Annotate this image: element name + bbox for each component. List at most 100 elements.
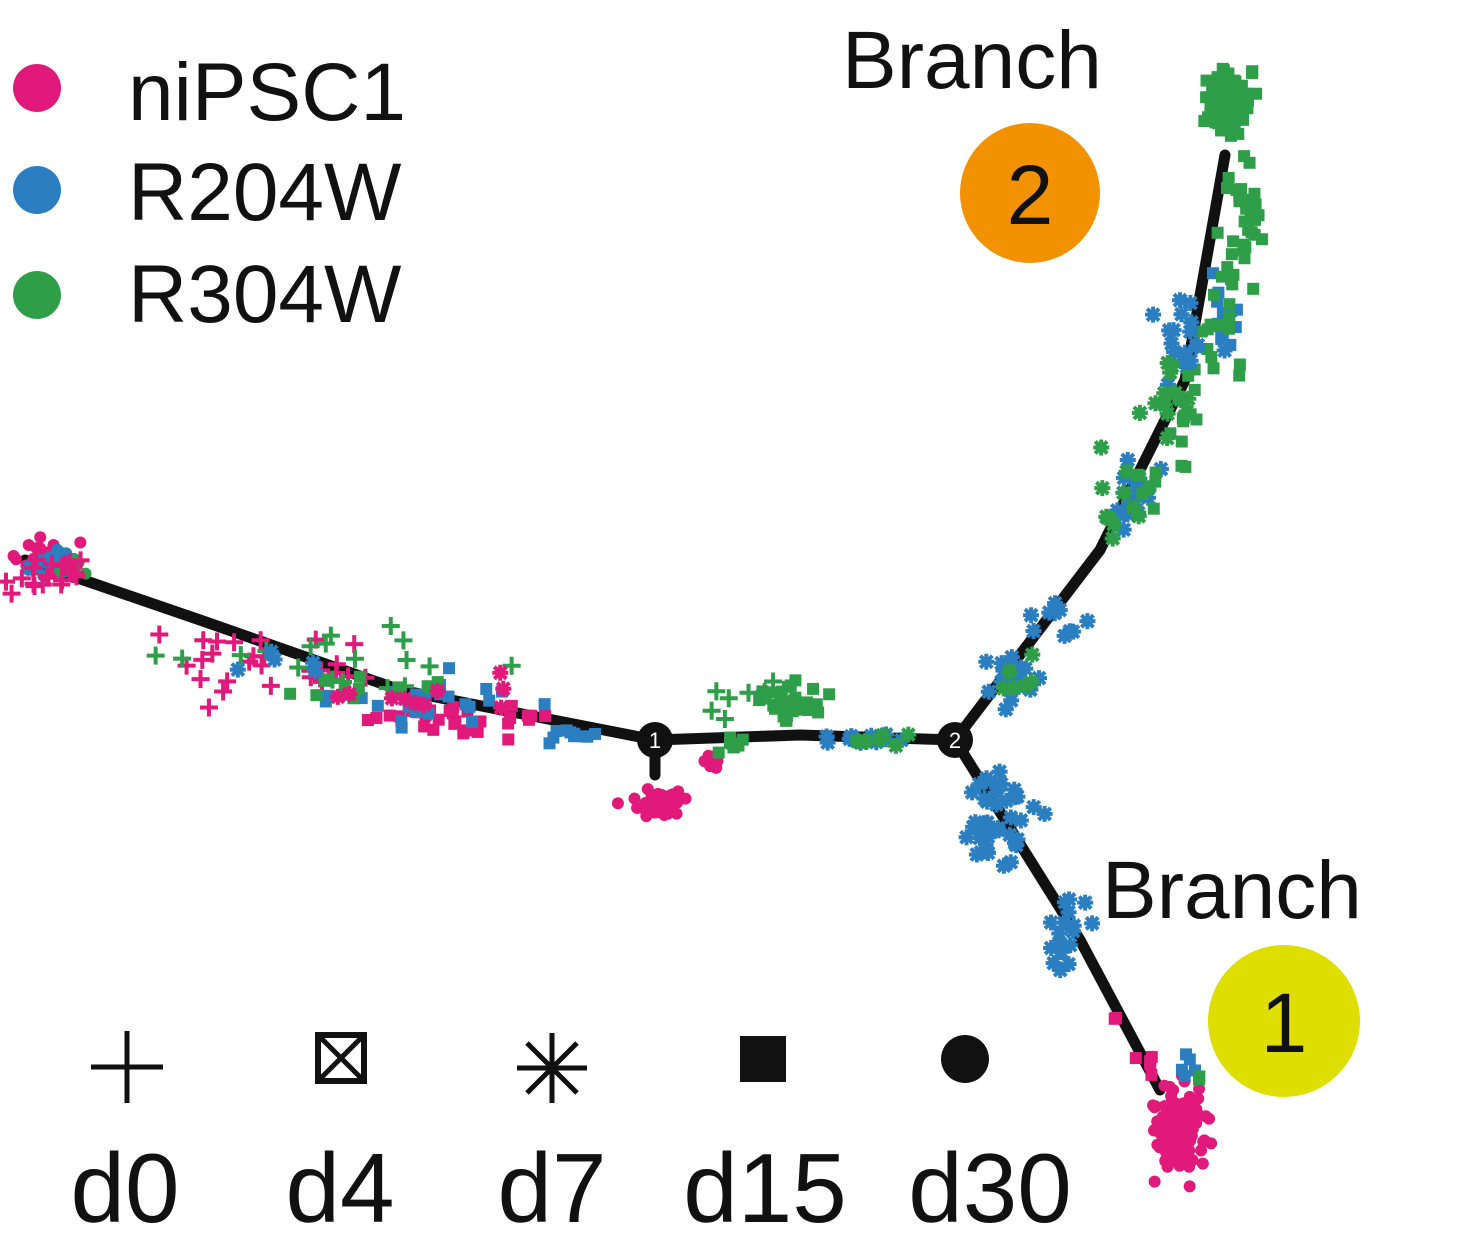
point-r304w-asterisk [1147, 395, 1164, 412]
point-r304w-asterisk [1130, 508, 1147, 525]
point-nipsc1-plus [53, 571, 72, 590]
point-r304w-square [823, 688, 836, 701]
shape-legend-label-d30: d30 [908, 1133, 1072, 1243]
point-r304w-square [1195, 325, 1208, 338]
point-r304w-square [1222, 171, 1235, 184]
legend-dot-nipsc1 [13, 64, 61, 112]
point-r204w-asterisk [1189, 337, 1206, 354]
point-r304w-square [1164, 427, 1177, 440]
point-r204w-asterisk [818, 728, 835, 745]
branch-2-text: Branch [842, 15, 1102, 106]
point-r304w-square [1176, 412, 1189, 425]
point-r204w-asterisk [1109, 502, 1126, 519]
shape-legend-label-d0: d0 [70, 1133, 179, 1243]
point-r204w-asterisk [1008, 837, 1025, 854]
point-r304w-asterisk [1156, 385, 1173, 402]
point-r204w-asterisk [991, 763, 1008, 780]
point-r304w-square [1247, 282, 1260, 295]
point-nipsc1-asterisk [406, 694, 423, 711]
point-r204w-asterisk [995, 857, 1012, 874]
point-nipsc1-circle [1172, 1116, 1185, 1129]
point-r304w-square [1179, 460, 1192, 473]
point-r304w-plus [381, 617, 400, 636]
point-nipsc1-circle [1183, 1144, 1196, 1157]
point-r304w-plus [289, 658, 308, 677]
point-r304w-square [1131, 468, 1144, 481]
point-r204w-asterisk [1163, 335, 1180, 352]
point-r204w-asterisk [993, 673, 1010, 690]
point-r204w-asterisk [1051, 925, 1068, 942]
point-r304w-asterisk [1116, 484, 1133, 501]
point-r204w-asterisk [964, 784, 981, 801]
point-r204w-asterisk [1216, 342, 1233, 359]
point-nipsc1-square [502, 733, 515, 746]
point-r304w-asterisk [1118, 463, 1135, 480]
point-nipsc1-plus [12, 569, 31, 588]
point-r204w-asterisk [1031, 670, 1048, 687]
point-r204w-square [564, 726, 577, 739]
point-r304w-square [1240, 202, 1253, 215]
point-r304w-plus [702, 701, 721, 720]
point-r304w-square [1227, 268, 1240, 281]
point-nipsc1-circle [611, 797, 624, 810]
point-r304w-square [1231, 90, 1244, 103]
point-nipsc1-plus [71, 551, 90, 570]
point-r204w-asterisk [1119, 506, 1136, 523]
point-nipsc1-plus [0, 572, 15, 591]
point-r204w-asterisk [1045, 955, 1062, 972]
point-r204w-asterisk [1009, 667, 1026, 684]
point-r304w-square [1223, 298, 1236, 311]
point-r304w-asterisk [887, 737, 904, 754]
point-r304w-square [1223, 311, 1236, 324]
point-r304w-asterisk [849, 733, 866, 750]
point-r304w-plus [739, 683, 758, 702]
point-r304w-square [1222, 322, 1235, 335]
legend-dot-r204w [13, 166, 61, 214]
shape-legend-label-d15: d15 [683, 1133, 847, 1243]
shape-legend: d0 d4 d7 d15 d30 [70, 1031, 1072, 1243]
point-r204w-square [581, 730, 594, 743]
point-r304w-square [1245, 226, 1258, 239]
point-nipsc1-circle [655, 799, 668, 812]
point-r304w-asterisk [1125, 499, 1142, 516]
shape-legend-square-icon [740, 1036, 786, 1082]
point-r304w-asterisk [995, 680, 1012, 697]
point-r304w-asterisk [1180, 390, 1197, 407]
legend-label-r304w: R304W [128, 249, 402, 340]
point-r304w-square [310, 689, 323, 702]
point-r304w-asterisk [1093, 439, 1110, 456]
point-r304w-square [1221, 182, 1234, 195]
point-r204w-asterisk [1127, 484, 1144, 501]
point-r204w-asterisk [997, 701, 1014, 718]
legend-label-nipsc1: niPSC1 [128, 47, 406, 138]
node-2-marker [937, 722, 973, 758]
point-r304w-asterisk [1023, 674, 1040, 691]
point-nipsc1-plus [150, 625, 169, 644]
point-r204w-asterisk [990, 822, 1007, 839]
point-r204w-asterisk [1176, 344, 1193, 361]
point-r304w-plus [719, 689, 738, 708]
point-r204w-asterisk [1165, 322, 1182, 339]
point-r304w-square [1190, 413, 1203, 426]
point-nipsc1-circle [1173, 1146, 1186, 1159]
point-r304w-plus [397, 650, 416, 669]
shape-legend-asterisk-icon [517, 1033, 587, 1103]
point-r304w-asterisk [1104, 530, 1121, 547]
point-r204w-asterisk [1053, 943, 1070, 960]
point-nipsc1-plus [199, 698, 218, 717]
point-r304w-square [392, 681, 405, 694]
point-nipsc1-circle [10, 553, 23, 566]
point-r304w-plus [707, 682, 726, 701]
point-nipsc1-asterisk [492, 664, 509, 681]
point-nipsc1-circle [1158, 1079, 1171, 1092]
point-r304w-square [284, 687, 297, 700]
point-r204w-asterisk [1119, 452, 1136, 469]
point-r204w-square [483, 694, 496, 707]
point-r204w-asterisk [967, 814, 984, 831]
point-nipsc1-square [1144, 1058, 1157, 1071]
point-r204w-square [538, 698, 551, 711]
branch-2-number: 2 [1007, 148, 1054, 242]
point-r204w-asterisk [1079, 613, 1096, 630]
point-r204w-asterisk [1003, 692, 1020, 709]
point-r304w-square [732, 739, 745, 752]
